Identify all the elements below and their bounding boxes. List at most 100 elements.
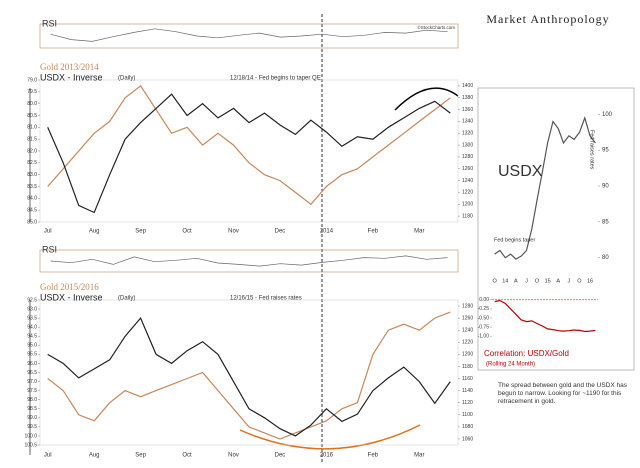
y-tick-label: 1140 bbox=[462, 388, 473, 394]
x-tick-label: Sep bbox=[135, 453, 146, 459]
y-tick-label: 100.5 bbox=[24, 442, 37, 448]
x-tick-label: 2014 bbox=[320, 229, 334, 235]
chart-subtitle: (Rolling 24 Month) bbox=[486, 362, 535, 368]
y-tick-label: -0.25 bbox=[478, 306, 490, 312]
panel-title: RSI bbox=[42, 18, 57, 28]
y-tick-label: 100 bbox=[602, 112, 613, 118]
x-tick-label: Jul bbox=[44, 453, 52, 459]
x-tick-label: O bbox=[577, 278, 582, 284]
x-tick-label: Dec bbox=[275, 453, 286, 459]
y-tick-label: 79.5 bbox=[27, 89, 37, 95]
x-tick-label: Sep bbox=[135, 229, 146, 235]
series-line bbox=[47, 85, 451, 206]
annotation: Fed raises rates bbox=[589, 130, 595, 170]
x-tick-label: A bbox=[556, 278, 560, 284]
y-tick-label: 92.5 bbox=[27, 297, 37, 303]
y-tick-label: 1280 bbox=[462, 154, 473, 160]
y-tick-label: 1280 bbox=[462, 303, 473, 309]
trend-arc bbox=[394, 87, 459, 111]
x-tick-label: Aug bbox=[89, 229, 100, 235]
y-tick-label: 1100 bbox=[462, 412, 473, 418]
y-tick-label: 1300 bbox=[462, 142, 473, 148]
x-tick-label: Feb bbox=[368, 229, 379, 235]
x-tick-label: Oct bbox=[182, 453, 192, 459]
y-tick-label: -1.00 bbox=[478, 334, 490, 340]
y-tick-label: 97.5 bbox=[27, 388, 37, 394]
y-tick-label: 1380 bbox=[462, 95, 473, 101]
series-line bbox=[494, 115, 596, 260]
y-tick-label: 100.0 bbox=[24, 433, 37, 439]
y-tick-label: 1220 bbox=[462, 190, 473, 196]
annotation: 12/18/14 - Fed begins to taper QE bbox=[230, 76, 321, 82]
brand-title: Market Anthropology bbox=[486, 12, 609, 26]
legend-label: Gold 2015/2016 bbox=[40, 282, 99, 292]
y-tick-label: 93.0 bbox=[27, 306, 37, 312]
y-tick-label: 99.5 bbox=[27, 424, 37, 430]
annotation: 12/16/15 - Fed raises rates bbox=[230, 296, 302, 302]
x-tick-label: Jul bbox=[44, 229, 52, 235]
chart-title: Correlation: USDX/Gold bbox=[484, 349, 569, 358]
y-tick-label: 83.0 bbox=[27, 172, 37, 178]
y-tick-label: 82.0 bbox=[27, 148, 37, 154]
annotation: Fed begins taper bbox=[494, 237, 535, 243]
y-tick-label: 96.5 bbox=[27, 370, 37, 376]
panel-title: RSI bbox=[42, 244, 57, 254]
subtitle: (Daily) bbox=[118, 296, 135, 302]
series-line bbox=[50, 255, 448, 267]
y-tick-label: 80 bbox=[602, 255, 609, 261]
y-tick-label: 1260 bbox=[462, 315, 473, 321]
x-tick-label: 14 bbox=[502, 278, 508, 284]
trend-arc bbox=[239, 424, 421, 450]
y-tick-label: 80.5 bbox=[27, 113, 37, 119]
x-tick-label: Oct bbox=[182, 229, 192, 235]
y-tick-label: 1060 bbox=[462, 436, 473, 442]
series-line bbox=[47, 93, 451, 214]
y-tick-label: 96.0 bbox=[27, 361, 37, 367]
y-tick-label: 95 bbox=[602, 148, 609, 154]
y-tick-label: 1260 bbox=[462, 166, 473, 172]
plot-frame bbox=[39, 79, 459, 223]
note: The spread between gold and the USDX has… bbox=[498, 382, 628, 405]
x-tick-label: O bbox=[535, 278, 540, 284]
x-tick-label: 2016 bbox=[320, 453, 334, 459]
series-line bbox=[50, 28, 448, 42]
y-tick-label: 93.5 bbox=[27, 315, 37, 321]
x-tick-label: O bbox=[493, 278, 498, 284]
legend-label: Gold 2013/2014 bbox=[40, 62, 99, 72]
y-tick-label: 84.0 bbox=[27, 196, 37, 202]
x-tick-label: J bbox=[525, 278, 528, 284]
y-tick-label: 95.5 bbox=[27, 352, 37, 358]
y-tick-label: 1160 bbox=[462, 376, 473, 382]
y-tick-label: 1320 bbox=[462, 131, 473, 137]
inset-frame bbox=[477, 87, 635, 371]
x-tick-label: J bbox=[567, 278, 570, 284]
series-line bbox=[494, 299, 596, 333]
y-tick-label: 1240 bbox=[462, 178, 473, 184]
x-tick-label: Nov bbox=[228, 453, 239, 459]
y-tick-label: -0.50 bbox=[478, 315, 490, 321]
x-tick-label: Nov bbox=[228, 229, 239, 235]
y-tick-label: 1180 bbox=[462, 364, 473, 370]
y-tick-label: 95.0 bbox=[27, 343, 37, 349]
y-tick-label: 81.5 bbox=[27, 136, 37, 142]
y-tick-label: 1200 bbox=[462, 352, 473, 358]
x-tick-label: Aug bbox=[89, 453, 100, 459]
legend-label: USDX - Inverse bbox=[40, 292, 103, 302]
y-tick-label: 82.5 bbox=[27, 160, 37, 166]
y-tick-label: 85.0 bbox=[27, 219, 37, 225]
subtitle: (Daily) bbox=[118, 76, 135, 82]
y-tick-label: 99.0 bbox=[27, 415, 37, 421]
x-tick-label: Feb bbox=[368, 453, 379, 459]
legend-label: USDX - Inverse bbox=[40, 72, 103, 82]
y-tick-label: 1180 bbox=[462, 213, 473, 219]
x-tick-label: 16 bbox=[587, 278, 593, 284]
x-tick-label: Mar bbox=[414, 229, 424, 235]
y-tick-label: 97.0 bbox=[27, 379, 37, 385]
y-tick-label: 94.0 bbox=[27, 325, 37, 331]
y-tick-label: 1120 bbox=[462, 400, 473, 406]
y-tick-label: 1240 bbox=[462, 328, 473, 334]
series-line bbox=[47, 311, 451, 440]
rsi-band bbox=[39, 23, 459, 49]
